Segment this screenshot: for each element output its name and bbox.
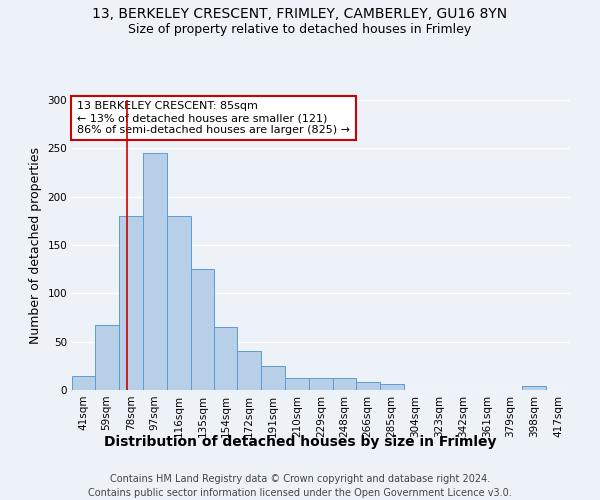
Bar — [333, 378, 356, 390]
Bar — [522, 386, 546, 390]
Text: Distribution of detached houses by size in Frimley: Distribution of detached houses by size … — [104, 435, 496, 449]
Text: Size of property relative to detached houses in Frimley: Size of property relative to detached ho… — [128, 22, 472, 36]
Bar — [214, 327, 237, 390]
Bar — [191, 269, 214, 390]
Text: Contains HM Land Registry data © Crown copyright and database right 2024.
Contai: Contains HM Land Registry data © Crown c… — [88, 474, 512, 498]
Bar — [237, 352, 261, 390]
Bar — [356, 382, 380, 390]
Bar — [380, 384, 404, 390]
Y-axis label: Number of detached properties: Number of detached properties — [29, 146, 42, 344]
Text: 13 BERKELEY CRESCENT: 85sqm
← 13% of detached houses are smaller (121)
86% of se: 13 BERKELEY CRESCENT: 85sqm ← 13% of det… — [77, 102, 350, 134]
Text: 13, BERKELEY CRESCENT, FRIMLEY, CAMBERLEY, GU16 8YN: 13, BERKELEY CRESCENT, FRIMLEY, CAMBERLE… — [92, 8, 508, 22]
Bar — [143, 153, 167, 390]
Bar — [119, 216, 143, 390]
Bar — [72, 376, 95, 390]
Bar — [261, 366, 285, 390]
Bar — [285, 378, 309, 390]
Bar — [309, 378, 333, 390]
Bar — [167, 216, 191, 390]
Bar — [95, 325, 119, 390]
